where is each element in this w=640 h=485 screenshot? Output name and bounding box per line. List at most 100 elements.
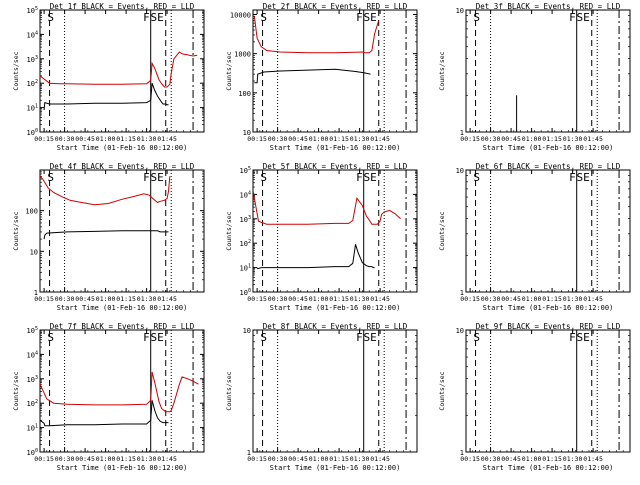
x-axis-label: Start Time (01-Feb-16 00:12:00) [483, 304, 614, 312]
x-tick-label: 00:15 [247, 455, 267, 463]
time-marker-label: S [473, 11, 480, 24]
x-tick-label: 01:00 [522, 295, 542, 303]
x-tick-label: 00:45 [501, 455, 521, 463]
y-axis-label: Counts/sec [12, 51, 20, 90]
x-tick-label: 01:00 [96, 295, 116, 303]
x-tick-label: 01:15 [542, 295, 562, 303]
y-tick-label: 100 [27, 128, 38, 137]
y-tick-label: 10000 [230, 11, 251, 19]
x-tick-label: 01:30 [350, 135, 370, 143]
x-tick-label: 00:15 [460, 135, 480, 143]
x-tick-label: 00:15 [34, 295, 54, 303]
panel-title: Det 1f BLACK = Events, RED = LLD [50, 2, 195, 11]
x-tick-label: 00:30 [268, 295, 288, 303]
x-tick-label: 00:30 [268, 135, 288, 143]
x-tick-label: 01:15 [116, 135, 136, 143]
x-tick-label: 01:45 [157, 295, 177, 303]
y-tick-label: 100 [25, 208, 38, 216]
y-tick-label: 1 [460, 449, 464, 457]
x-tick-label: 01:45 [157, 135, 177, 143]
events-series-line [40, 400, 169, 427]
y-tick-label: 104 [27, 350, 38, 359]
time-marker-label: SE [363, 171, 376, 184]
x-axis-label: Start Time (01-Feb-16 00:12:00) [483, 144, 614, 152]
y-tick-label: 1 [460, 289, 464, 297]
detector-panel: Det 3f BLACK = Events, RED = LLD 1 10 Count… [438, 2, 631, 152]
time-marker-label: S [473, 171, 480, 184]
y-axis-label: Counts/sec [225, 371, 233, 410]
time-marker-label: SE [150, 331, 163, 344]
x-tick-label: 00:45 [75, 455, 95, 463]
time-marker-label: S [260, 331, 267, 344]
y-tick-label: 10 [30, 248, 38, 256]
x-axis-label: Start Time (01-Feb-16 00:12:00) [270, 144, 401, 152]
x-tick-label: 01:15 [329, 135, 349, 143]
time-marker-label: F [356, 11, 363, 24]
lld-series-line [40, 175, 171, 206]
y-tick-label: 1 [460, 129, 464, 137]
time-marker-label: F [569, 171, 576, 184]
x-axis-label: Start Time (01-Feb-16 00:12:00) [270, 464, 401, 472]
y-tick-label: 100 [238, 90, 251, 98]
x-tick-label: 01:00 [96, 135, 116, 143]
y-tick-label: 10 [243, 129, 251, 137]
y-tick-label: 10 [456, 7, 464, 15]
x-tick-label: 01:30 [350, 455, 370, 463]
panel-title: Det 2f BLACK = Events, RED = LLD [263, 2, 408, 11]
panel-title: Det 3f BLACK = Events, RED = LLD [476, 2, 621, 11]
x-tick-label: 00:45 [501, 135, 521, 143]
time-marker-label: F [569, 11, 576, 24]
x-tick-label: 00:15 [247, 295, 267, 303]
detector-panel: Det 8f BLACK = Events, RED = LLD 1 10 Count… [225, 322, 418, 472]
lld-series-line [253, 16, 380, 54]
y-tick-label: 103 [240, 215, 251, 224]
y-tick-label: 101 [27, 424, 38, 433]
x-tick-label: 00:30 [481, 455, 501, 463]
y-tick-label: 1 [247, 449, 251, 457]
y-axis-label: Counts/sec [438, 371, 446, 410]
time-marker-label: SE [576, 11, 589, 24]
time-marker-label: F [143, 11, 150, 24]
x-tick-label: 00:30 [55, 455, 75, 463]
panel-title: Det 7f BLACK = Events, RED = LLD [50, 322, 195, 331]
y-tick-label: 1 [34, 289, 38, 297]
y-tick-label: 101 [240, 264, 251, 273]
x-tick-label: 01:15 [329, 455, 349, 463]
x-tick-label: 00:45 [288, 455, 308, 463]
x-tick-label: 01:30 [563, 135, 583, 143]
x-tick-label: 00:15 [247, 135, 267, 143]
x-tick-label: 00:45 [288, 135, 308, 143]
time-marker-label: S [47, 331, 54, 344]
time-marker-label: SE [363, 11, 376, 24]
x-tick-label: 01:30 [137, 455, 157, 463]
x-tick-label: 01:30 [563, 295, 583, 303]
y-tick-label: 105 [27, 6, 38, 15]
time-marker-label: SE [363, 331, 376, 344]
x-tick-label: 01:45 [583, 135, 603, 143]
y-tick-label: 10 [456, 327, 464, 335]
x-tick-label: 00:45 [75, 295, 95, 303]
y-axis-label: Counts/sec [12, 371, 20, 410]
x-tick-label: 01:15 [542, 455, 562, 463]
time-marker-label: F [143, 171, 150, 184]
lld-series-line [40, 51, 198, 88]
x-tick-label: 00:15 [34, 455, 54, 463]
x-tick-label: 01:30 [137, 295, 157, 303]
x-axis-label: Start Time (01-Feb-16 00:12:00) [57, 464, 188, 472]
y-tick-label: 102 [27, 399, 38, 408]
x-tick-label: 00:15 [460, 295, 480, 303]
time-marker-label: S [47, 171, 54, 184]
x-tick-label: 01:45 [370, 295, 390, 303]
lld-series-line [40, 371, 199, 413]
x-tick-label: 01:15 [329, 295, 349, 303]
y-tick-label: 103 [27, 55, 38, 64]
y-tick-label: 1000 [234, 51, 251, 59]
y-axis-label: Counts/sec [225, 51, 233, 90]
x-tick-label: 00:30 [481, 295, 501, 303]
time-marker-label: SE [576, 171, 589, 184]
x-tick-label: 01:00 [96, 455, 116, 463]
x-tick-label: 01:30 [350, 295, 370, 303]
time-marker-label: SE [150, 171, 163, 184]
x-tick-label: 01:30 [563, 455, 583, 463]
